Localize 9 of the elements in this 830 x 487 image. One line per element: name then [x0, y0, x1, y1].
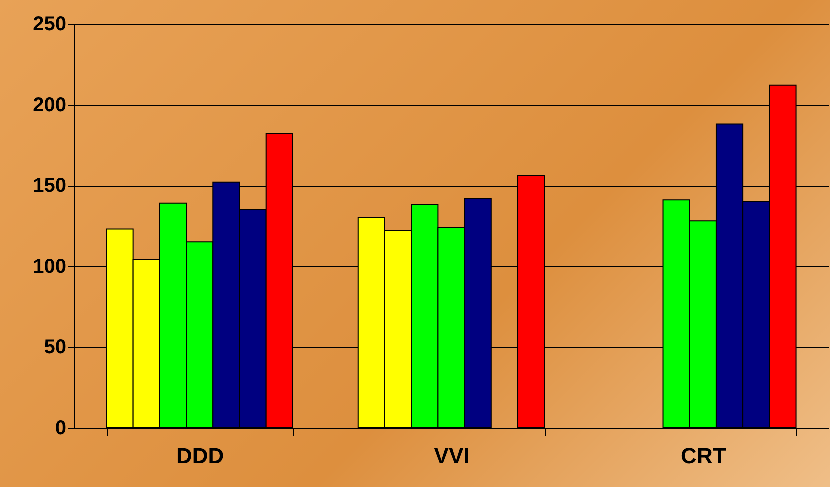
y-tick-label: 50	[44, 336, 66, 359]
y-tick-label: 250	[33, 14, 66, 36]
y-tick-label: 200	[33, 94, 66, 116]
y-tick-label: 150	[33, 175, 66, 198]
x-tick-label: CRT	[681, 444, 727, 468]
x-tick-label: DDD	[176, 444, 224, 468]
y-tick-label: 0	[55, 418, 66, 440]
x-tick-label: VVI	[434, 444, 470, 468]
y-tick-label: 100	[33, 256, 66, 278]
